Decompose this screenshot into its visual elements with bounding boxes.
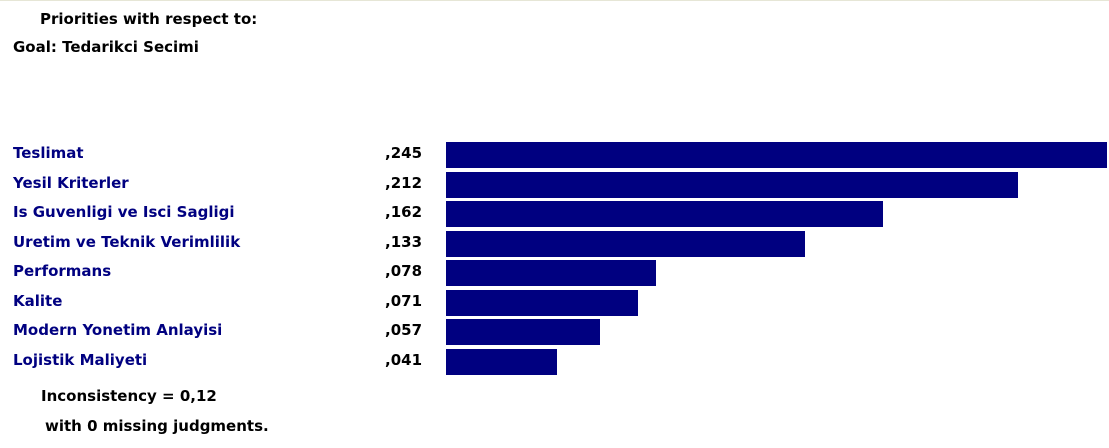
chart-row: Uretim ve Teknik Verimlilik ,133 [0,229,1109,259]
priority-value-label: ,212 [385,173,423,192]
criterion-label[interactable]: Kalite [13,291,63,310]
priority-bar [446,289,638,316]
header-title: Priorities with respect to: [40,10,258,28]
priority-value-label: ,245 [385,144,423,162]
priority-value-label: ,078 [385,262,423,280]
priority-bar [446,201,883,227]
priority-bar [446,171,1018,198]
priority-bar [446,230,805,257]
priority-value-label: ,162 [385,203,423,221]
priority-bar [446,319,600,345]
priority-bar [446,348,557,375]
priority-bar [446,142,1107,168]
goal-label: Goal: Tedarikci Secimi [13,38,199,56]
missing-judgments-label: with 0 missing judgments. [45,417,269,435]
criterion-label[interactable]: Is Guvenligi ve Isci Sagligi [13,203,235,221]
chart-row: Modern Yonetim Anlayisi ,057 [0,317,1109,347]
chart-row: Performans ,078 [0,258,1109,288]
criterion-label[interactable]: Yesil Kriterler [13,173,129,192]
criterion-label[interactable]: Modern Yonetim Anlayisi [13,321,223,339]
criterion-label[interactable]: Performans [13,262,112,280]
priority-bar-chart: Teslimat ,245 Yesil Kriterler ,212 Is Guvenl… [0,140,1109,376]
criterion-label[interactable]: Lojistik Maliyeti [13,350,148,369]
chart-row: Teslimat ,245 [0,140,1109,170]
priority-value-label: ,133 [385,232,423,251]
priority-value-label: ,071 [385,291,423,310]
chart-row: Yesil Kriterler ,212 [0,170,1109,200]
priority-value-label: ,041 [385,350,423,369]
criterion-label[interactable]: Teslimat [13,144,84,162]
chart-row: Is Guvenligi ve Isci Sagligi ,162 [0,199,1109,229]
chart-row: Lojistik Maliyeti ,041 [0,347,1109,377]
criterion-label[interactable]: Uretim ve Teknik Verimlilik [13,232,241,251]
priority-bar [446,260,656,286]
inconsistency-label: Inconsistency = 0,12 [41,387,217,405]
priority-value-label: ,057 [385,321,423,339]
chart-row: Kalite ,071 [0,288,1109,318]
